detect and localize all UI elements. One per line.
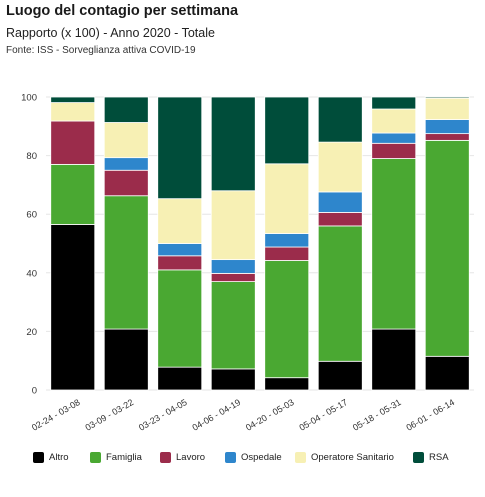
bar-segment-rsa (424, 96, 470, 99)
bar-segment-operatore-sanitario (157, 198, 203, 244)
chart-legend: Altro Famiglia Lavoro Ospedale Operatore San… (0, 452, 485, 472)
bar-segment-lavoro (50, 120, 96, 165)
bar-segment-famiglia (103, 195, 149, 330)
y-tick-label: 60 (26, 210, 37, 221)
y-tick-label: 20 (26, 327, 37, 338)
legend-item[interactable]: Lavoro (160, 452, 205, 463)
y-tick-label: 40 (26, 268, 37, 279)
bar-segment-ospedale (371, 132, 417, 144)
bar-segment-ospedale (210, 259, 256, 274)
bar-segment-lavoro (317, 212, 363, 227)
bar-segment-famiglia (371, 158, 417, 330)
legend-swatch (90, 452, 101, 463)
legend-swatch (33, 452, 44, 463)
legend-item[interactable]: Ospedale (225, 452, 282, 463)
bar-segment-rsa (317, 96, 363, 143)
bar-segment-altro (50, 224, 96, 391)
legend-swatch (295, 452, 306, 463)
bar-segment-altro (157, 366, 203, 391)
legend-label: RSA (429, 452, 449, 463)
stacked-bar-chart: 0 20 40 60 80 100 02-24 - 03-08 03-09 - 03-22 03… (21, 93, 474, 433)
legend-swatch (160, 452, 171, 463)
x-tick-label: 04-06 - 04-19 (190, 397, 242, 433)
bar-segment-altro (371, 328, 417, 391)
bar-segment-lavoro (264, 246, 310, 261)
legend-label: Altro (49, 452, 69, 463)
bar-segment-altro (103, 328, 149, 391)
bar-segment-famiglia (157, 269, 203, 368)
bar-segment-operatore-sanitario (264, 163, 310, 234)
bar-segment-operatore-sanitario (50, 102, 96, 122)
bar-segment-famiglia (264, 260, 310, 379)
legend-item[interactable]: Famiglia (90, 452, 142, 463)
bar-segment-ospedale (264, 233, 310, 248)
bar-segment-lavoro (371, 142, 417, 159)
legend-swatch (225, 452, 236, 463)
bar-segment-rsa (157, 96, 203, 200)
bar-segment-famiglia (210, 281, 256, 370)
x-tick-label: 04-20 - 05-03 (244, 397, 296, 433)
chart-subtitle: Rapporto (x 100) - Anno 2020 - Totale (6, 26, 215, 40)
legend-item[interactable]: RSA (413, 452, 449, 463)
bar-segment-ospedale (317, 191, 363, 213)
bar-segment-ospedale (424, 119, 470, 135)
x-tick-label: 05-18 - 05-31 (351, 397, 403, 433)
bar-segment-operatore-sanitario (210, 190, 256, 261)
bar-segment-famiglia (424, 139, 470, 357)
bar-segment-rsa (210, 96, 256, 192)
bar-segment-ospedale (103, 157, 149, 171)
bar-segment-altro (264, 377, 310, 391)
chart-source: Fonte: ISS - Sorveglianza attiva COVID-1… (6, 45, 196, 56)
bar-segment-operatore-sanitario (424, 97, 470, 120)
x-tick-label: 03-09 - 03-22 (83, 397, 135, 433)
legend-item[interactable]: Operatore Sanitario (295, 452, 394, 463)
x-tick-label: 06-01 - 06-14 (404, 397, 456, 433)
legend-label: Ospedale (241, 452, 282, 463)
legend-label: Lavoro (176, 452, 206, 463)
legend-item[interactable]: Altro (33, 452, 69, 463)
bar-segment-altro (210, 368, 256, 391)
bar-segment-lavoro (210, 272, 256, 282)
legend-label: Famiglia (106, 452, 142, 463)
bar-segment-altro (317, 360, 363, 391)
bar-segment-famiglia (50, 163, 96, 225)
bar-segment-operatore-sanitario (317, 141, 363, 193)
bar-segment-operatore-sanitario (103, 122, 149, 159)
x-tick-label: 05-04 - 05-17 (297, 397, 349, 433)
bar-segment-altro (424, 355, 470, 391)
chart-title: Luogo del contagio per settimana (6, 3, 239, 19)
bar-segment-famiglia (317, 225, 363, 362)
bar-segment-lavoro (424, 133, 470, 141)
x-tick-label: 03-23 - 04-05 (137, 397, 189, 433)
x-tick-label: 02-24 - 03-08 (30, 397, 82, 433)
y-tick-label: 100 (21, 93, 37, 104)
legend-swatch (413, 452, 424, 463)
bar-segment-rsa (264, 96, 310, 165)
bar-segment-lavoro (157, 255, 203, 271)
y-tick-label: 80 (26, 151, 37, 162)
bar-segment-lavoro (103, 169, 149, 197)
bar-segment-rsa (371, 96, 417, 110)
y-tick-label: 0 (32, 386, 37, 397)
bar-segment-rsa (50, 96, 96, 103)
bar-segment-rsa (103, 96, 149, 123)
bar-segment-operatore-sanitario (371, 108, 417, 134)
bar-segment-ospedale (157, 243, 203, 257)
legend-label: Operatore Sanitario (311, 452, 394, 463)
